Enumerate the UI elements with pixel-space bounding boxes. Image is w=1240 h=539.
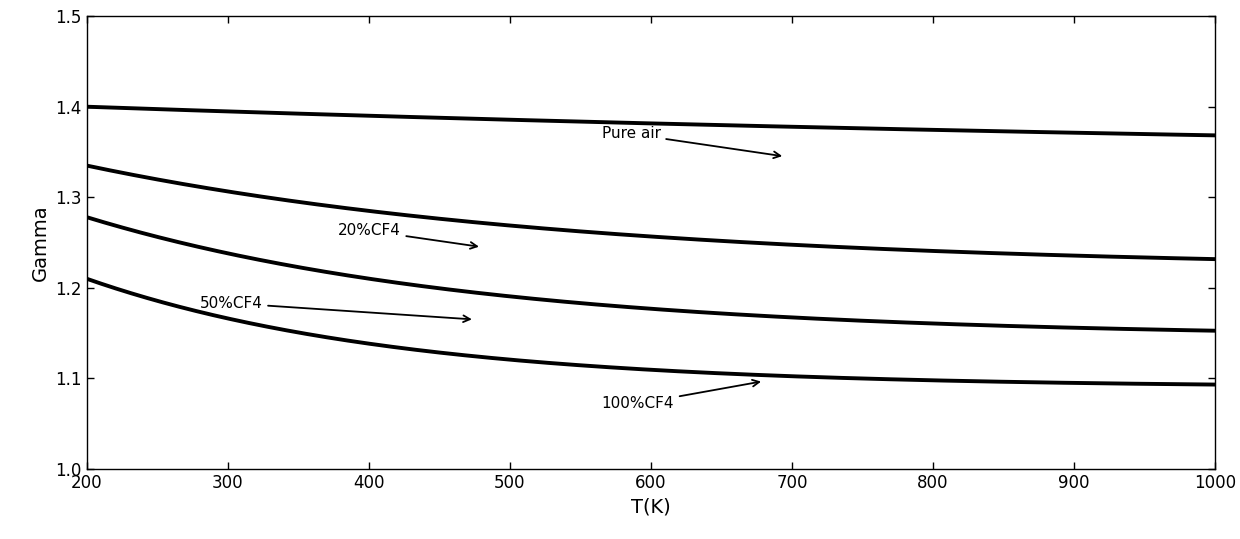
Text: 100%CF4: 100%CF4 (601, 380, 759, 411)
Y-axis label: Gamma: Gamma (31, 204, 50, 281)
Text: 20%CF4: 20%CF4 (337, 223, 477, 248)
Text: Pure air: Pure air (601, 126, 780, 158)
X-axis label: T(K): T(K) (631, 497, 671, 516)
Text: 50%CF4: 50%CF4 (200, 296, 470, 322)
